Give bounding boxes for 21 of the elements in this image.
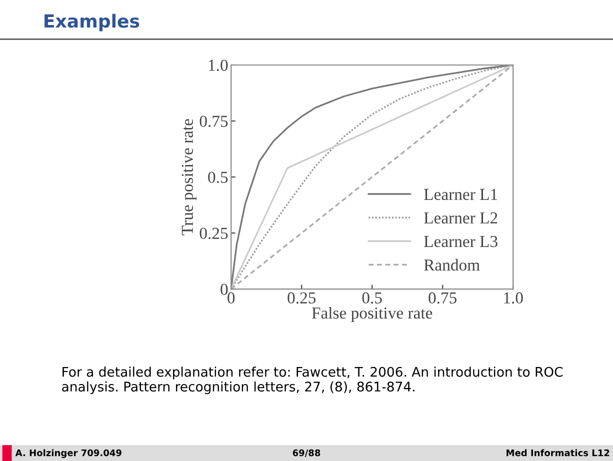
legend-label: Learner L2 <box>424 212 498 224</box>
line-series <box>231 65 514 290</box>
x-tick-label: 0.75 <box>428 292 457 304</box>
y-tick-label: 0.75 <box>200 116 228 128</box>
y-tick-label: 0 <box>220 284 228 295</box>
chart-title: Examples <box>44 14 140 32</box>
text: Med Informatics L12 <box>506 449 610 456</box>
x-tick-label: 0.5 <box>362 292 382 304</box>
legend-label: Learner L1 <box>424 188 498 200</box>
text: 69/88 <box>292 449 320 457</box>
y-axis-title: True positive rate <box>182 119 196 236</box>
legend-label: Random <box>424 258 480 271</box>
x-tick-label: 1.0 <box>504 292 523 304</box>
y-tick-label: 0.25 <box>200 228 228 240</box>
y-tick-label: 0.5 <box>208 172 228 184</box>
x-tick-label: 0.25 <box>288 292 316 304</box>
text: For a detailed explanation refer to: Fawcett, T. 2006. An introduction to ROC analysis. Pattern recognition letters, 27, (8), 861-874. <box>62 366 563 394</box>
text: A. Holzinger 709.049 <box>15 449 122 458</box>
legend-label: Learner L3 <box>424 236 498 248</box>
y-tick-label: 1.0 <box>208 60 228 72</box>
x-axis-title: False positive rate <box>312 306 432 322</box>
